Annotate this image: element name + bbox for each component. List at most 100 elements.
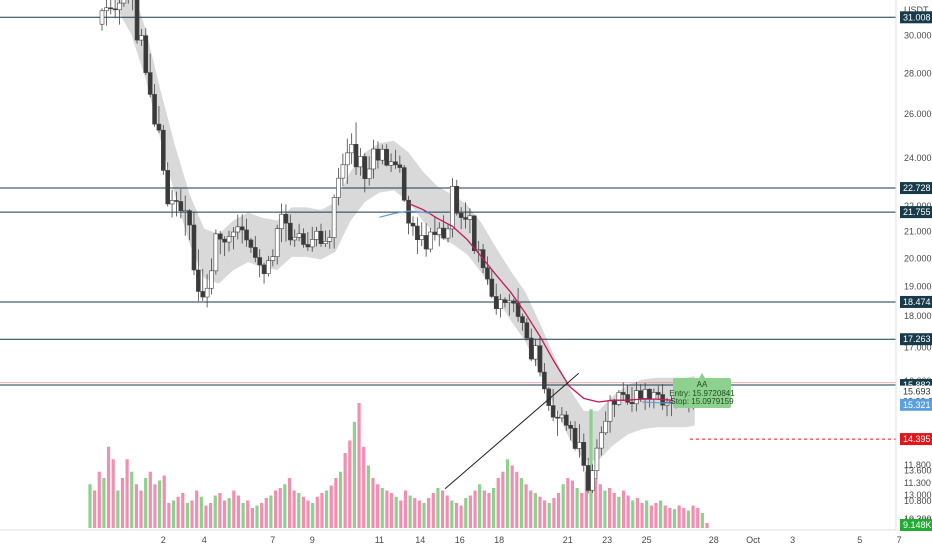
candle-body bbox=[156, 123, 162, 131]
candle-body bbox=[380, 148, 385, 161]
candle-body bbox=[629, 402, 635, 405]
volume-bar bbox=[209, 503, 213, 528]
volume-bar bbox=[185, 503, 190, 528]
volume-tick: 10.800 bbox=[904, 496, 932, 506]
currency-label: USDT bbox=[904, 5, 929, 15]
volume-bar bbox=[649, 505, 653, 528]
volume-bar bbox=[287, 478, 292, 528]
candle-body bbox=[108, 7, 114, 10]
volume-bar bbox=[246, 500, 250, 528]
volume-bar bbox=[594, 478, 598, 528]
volume-bar bbox=[153, 484, 157, 528]
volume-bar bbox=[515, 471, 519, 528]
candle-body bbox=[572, 427, 578, 449]
candle-body bbox=[428, 231, 433, 250]
volume-bar bbox=[273, 490, 278, 528]
candle-body bbox=[169, 200, 175, 205]
candle-body bbox=[266, 260, 271, 274]
volume-badge-label: 9.148K bbox=[903, 520, 932, 530]
candle-body bbox=[191, 224, 197, 271]
candle-body bbox=[612, 400, 617, 405]
volume-bar bbox=[473, 490, 477, 528]
price-tick: 24.000 bbox=[904, 153, 932, 163]
volume-bar bbox=[148, 471, 152, 528]
annotation-title: AA bbox=[697, 380, 708, 389]
volume-bar bbox=[204, 505, 208, 528]
candle-body bbox=[301, 233, 306, 245]
volume-bar bbox=[102, 478, 106, 528]
volume-bar bbox=[686, 510, 691, 528]
volume-bar bbox=[366, 465, 370, 528]
volume-bar bbox=[320, 493, 324, 528]
volume-bar bbox=[236, 495, 241, 528]
candles bbox=[99, 0, 696, 494]
price-badge-label: 15.693 bbox=[903, 387, 931, 397]
time-axis[interactable]: 24791114161821232528Oct3579 bbox=[0, 529, 932, 545]
volume-bar bbox=[348, 440, 352, 528]
candle-body bbox=[204, 287, 210, 298]
candle-body bbox=[528, 337, 534, 360]
candle-body bbox=[112, 8, 118, 11]
candle-body bbox=[655, 392, 661, 395]
volume-bar bbox=[306, 500, 310, 528]
volume-bar bbox=[682, 508, 686, 528]
volume-bar bbox=[93, 490, 97, 528]
volume-bar bbox=[334, 478, 338, 528]
annotation-box bbox=[673, 378, 731, 408]
volume-bar bbox=[621, 490, 626, 528]
candle-body bbox=[248, 239, 254, 248]
time-tick: 23 bbox=[602, 535, 612, 545]
volume-bar bbox=[264, 498, 268, 528]
volume-bar bbox=[529, 490, 533, 528]
candle-body bbox=[213, 233, 219, 272]
candle-body bbox=[371, 148, 376, 170]
volume-bar bbox=[487, 493, 491, 528]
volume-tick: 11.800 bbox=[904, 460, 931, 470]
candle-body bbox=[520, 316, 525, 323]
candle-body bbox=[292, 236, 298, 241]
volume-bar bbox=[278, 488, 282, 528]
volume-bar bbox=[663, 505, 667, 528]
price-tick: 20.000 bbox=[904, 253, 932, 263]
candle-body bbox=[397, 164, 403, 168]
candle-body bbox=[331, 197, 337, 238]
candle-body bbox=[314, 230, 319, 240]
volume-bar bbox=[580, 493, 584, 528]
level-badge-label: 22.728 bbox=[903, 183, 931, 193]
level-badge-label: 17.263 bbox=[903, 334, 931, 344]
volume-bar bbox=[635, 498, 640, 528]
volume-bar bbox=[315, 496, 319, 528]
volume-bar bbox=[385, 490, 389, 528]
candle-body bbox=[450, 186, 455, 230]
volume-bar bbox=[640, 503, 644, 528]
candle-body bbox=[99, 10, 105, 25]
volume-bar bbox=[552, 498, 556, 528]
volume-bar bbox=[427, 498, 431, 528]
candle-body bbox=[274, 228, 280, 257]
candle-body bbox=[634, 390, 639, 405]
candle-body bbox=[117, 2, 122, 11]
volume-bar bbox=[440, 490, 445, 528]
band-area bbox=[116, 0, 695, 461]
volume-bar bbox=[106, 446, 111, 528]
volume-bar bbox=[343, 453, 347, 528]
time-tick: 2 bbox=[161, 535, 166, 545]
volume-bar bbox=[162, 475, 166, 528]
candle-body bbox=[581, 442, 587, 466]
candle-body bbox=[454, 186, 460, 214]
volume-bar bbox=[668, 508, 672, 528]
price-badge-label: 15.321 bbox=[903, 400, 931, 410]
volume-bar bbox=[260, 503, 264, 528]
candle-body bbox=[524, 322, 530, 339]
volume-bar bbox=[157, 480, 162, 528]
price-axis[interactable]: USDT 30.000 28.000 26.000 24.000 22.000 21.00… bbox=[895, 0, 932, 530]
candle-body bbox=[257, 257, 262, 266]
volume-bar bbox=[556, 493, 561, 528]
volume-bar bbox=[450, 500, 454, 528]
candle-body bbox=[590, 470, 595, 491]
volume-bar bbox=[468, 495, 473, 528]
candle-body bbox=[550, 405, 556, 418]
candle-body bbox=[651, 392, 657, 400]
volume-bar bbox=[631, 500, 635, 528]
